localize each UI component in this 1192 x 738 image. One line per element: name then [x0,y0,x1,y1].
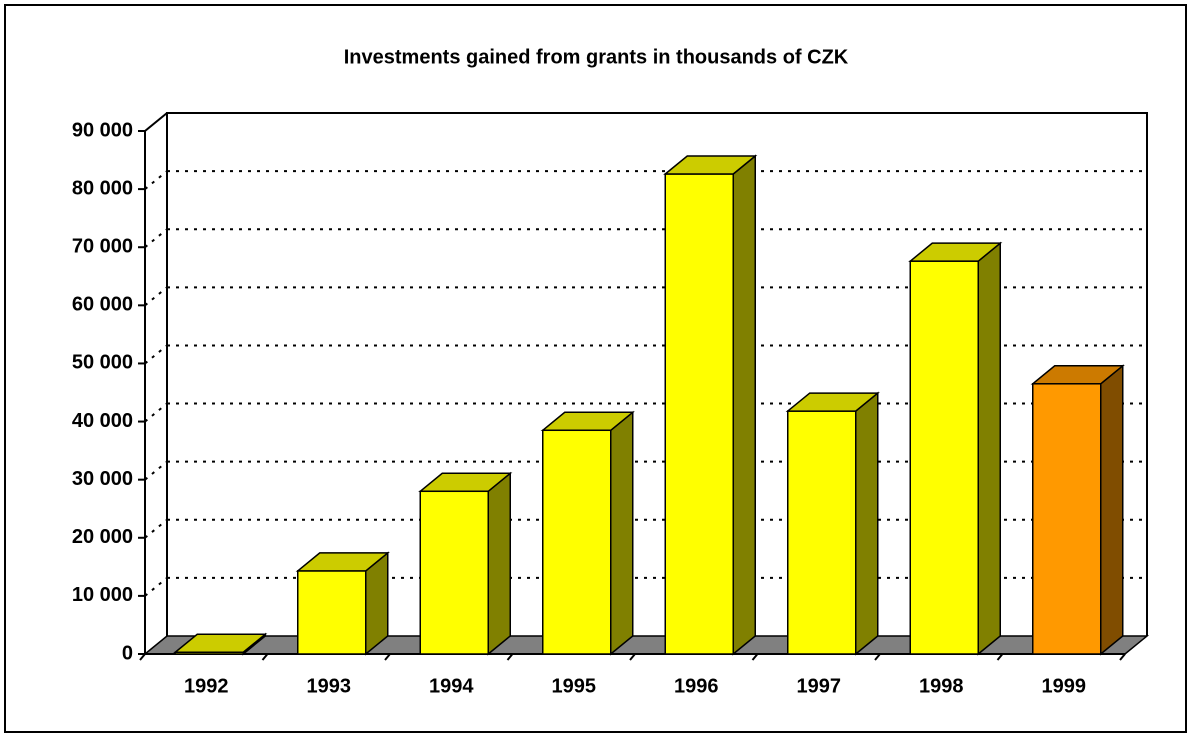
x-tick-label: 1997 [797,675,842,697]
y-tick-label: 10 000 [72,584,133,606]
bar-side [487,471,511,656]
bar-side [855,391,879,656]
bar [909,260,979,655]
bar-side [977,241,1001,656]
bar [297,570,367,655]
bar-top [173,633,268,654]
x-tick-label: 1999 [1042,675,1087,697]
x-tick [261,653,269,661]
x-tick [139,653,146,661]
x-tick [874,653,881,661]
x-tick-label: 1994 [429,675,474,697]
y-tick-label: 30 000 [72,468,133,490]
x-tick [1119,653,1126,661]
y-tick-label: 60 000 [72,294,133,316]
back-wall-frame [166,112,1148,636]
x-tick-label: 1995 [552,675,597,697]
y-tick-label: 90 000 [72,119,133,141]
bar-top [1030,365,1125,385]
x-tick [506,653,514,661]
y-tick-label: 80 000 [72,177,133,199]
x-tick [384,653,391,661]
bar-side [1100,364,1124,656]
x-tick [629,653,636,661]
x-tick-label: 1992 [184,675,229,697]
y-tick-label: 70 000 [72,236,133,258]
x-tick [751,653,759,661]
bar [664,173,734,655]
y-axis-top [144,112,168,132]
bar-side [610,410,634,656]
bar [419,490,489,655]
bar [542,429,612,655]
bar-top [908,242,1003,262]
bar-top [663,155,758,175]
bar-top [540,411,635,432]
bar [1032,383,1102,655]
y-tick-label: 40 000 [72,410,133,432]
y-tick-label: 0 [122,642,133,664]
bar-top [295,552,390,572]
chart-title: Investments gained from grants in thousa… [344,46,849,68]
x-tick-label: 1998 [919,675,964,697]
y-tick-label: 50 000 [72,352,133,374]
bar-top [785,392,880,412]
x-tick-label: 1996 [674,675,719,697]
bar-side [732,154,756,656]
x-tick-label: 1993 [307,675,352,697]
bar-top [418,472,513,493]
y-tick-label: 20 000 [72,526,133,548]
bar [787,410,857,655]
x-tick [996,653,1004,661]
